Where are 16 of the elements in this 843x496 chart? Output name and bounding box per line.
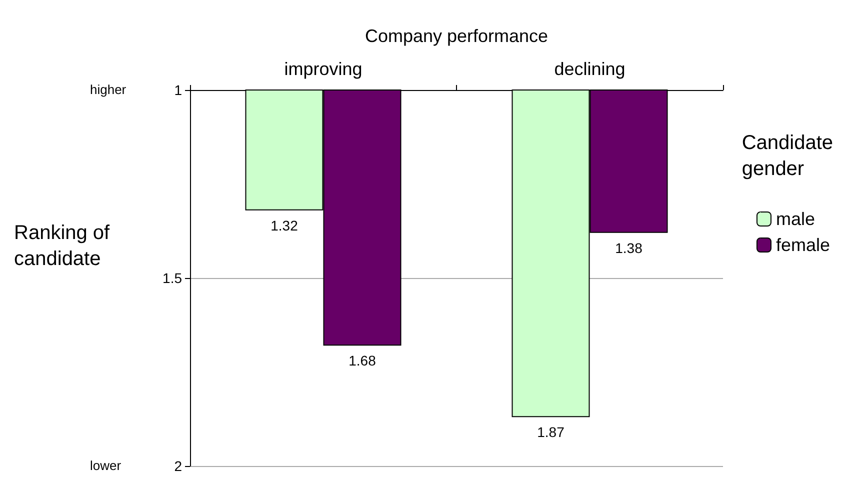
legend-title: Candidate gender <box>742 132 834 180</box>
y-axis-title: Ranking of candidate <box>14 222 110 270</box>
y-tick-label: 2 <box>174 458 182 474</box>
data-label: 1.87 <box>537 424 565 440</box>
legend-label: female <box>776 235 830 255</box>
x-tick-label: declining <box>554 59 626 79</box>
data-label: 1.32 <box>270 217 298 234</box>
legend-label: male <box>776 209 815 229</box>
data-label: 1.68 <box>348 352 376 369</box>
text: lower <box>90 458 122 473</box>
y-tick-label: 1.5 <box>162 270 182 286</box>
text: higher <box>90 82 127 97</box>
x-tick-label: improving <box>284 59 362 79</box>
data-label: 1.38 <box>615 240 643 256</box>
y-tick-label: 1 <box>174 82 182 98</box>
x-axis-title: Company performance <box>364 26 548 46</box>
